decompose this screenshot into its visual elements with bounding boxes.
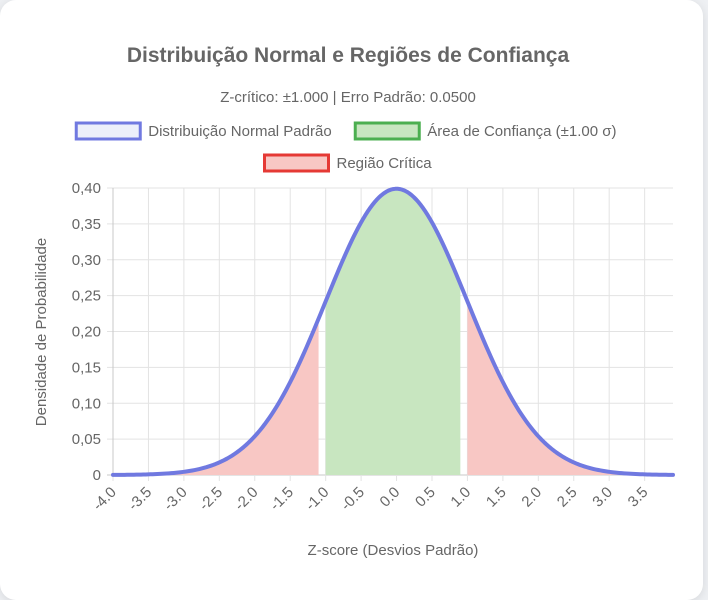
chart-title: Distribuição Normal e Regiões de Confian… xyxy=(127,44,570,67)
legend-item[interactable]: Área de Confiança (±1.00 σ) xyxy=(353,121,617,141)
curve-layer xyxy=(111,186,675,477)
y-tick-label: 0,25 xyxy=(72,288,101,305)
x-tick-label: 0.5 xyxy=(412,484,439,511)
y-axis-label: Densidade de Probabilidade xyxy=(33,238,50,426)
y-tick-label: 0,05 xyxy=(72,431,101,448)
legend-item[interactable]: Distribuição Normal Padrão xyxy=(74,121,332,141)
legend-label: Região Crítica xyxy=(337,155,433,172)
legend: Distribuição Normal Padrão Área de Confia… xyxy=(74,121,617,173)
legend-swatch xyxy=(263,153,330,173)
x-tick-label: 0.0 xyxy=(377,484,404,511)
legend-label: Distribuição Normal Padrão xyxy=(148,123,331,140)
x-tick-label: -1.0 xyxy=(302,484,332,514)
x-tick-label: -4.0 xyxy=(90,484,120,514)
x-tick-label: -0.5 xyxy=(338,484,368,514)
y-tick-label: 0,10 xyxy=(72,395,101,412)
x-tick-label: -3.5 xyxy=(125,484,155,514)
x-axis-label: Z-score (Desvios Padrão) xyxy=(308,542,479,559)
y-axis-ticks: 0 0,05 0,10 0,15 0,20 0,25 0,30 0,35 0,40 xyxy=(72,180,101,484)
confidence-area xyxy=(325,188,461,475)
y-tick-label: 0,20 xyxy=(72,324,101,341)
y-tick-label: 0,35 xyxy=(72,216,101,233)
y-tick-label: 0,40 xyxy=(72,180,101,197)
legend-label: Área de Confiança (±1.00 σ) xyxy=(427,123,616,140)
x-tick-label: 3.5 xyxy=(625,484,652,511)
legend-item[interactable]: Região Crítica xyxy=(263,153,433,173)
legend-swatch xyxy=(74,121,142,141)
x-tick-label: 2.0 xyxy=(518,484,545,511)
normal-distribution-curve xyxy=(111,186,675,477)
chart-subtitle: Z-crítico: ±1.000 | Erro Padrão: 0.0500 xyxy=(220,89,476,106)
x-tick-label: -3.0 xyxy=(160,484,190,514)
legend-swatch xyxy=(353,121,421,141)
critical-region-area xyxy=(467,301,673,475)
x-tick-label: 3.0 xyxy=(589,484,616,511)
x-tick-label: 1.5 xyxy=(483,484,510,511)
x-axis-ticks: -4.0 -3.5 -3.0 -2.5 -2.0 -1.5 -1.0 -0.5 0.0 0.5 1.… xyxy=(90,484,652,514)
area-layer xyxy=(113,188,673,475)
y-tick-label: 0 xyxy=(93,467,101,484)
y-tick-label: 0,15 xyxy=(72,359,101,376)
x-tick-label: -1.5 xyxy=(267,484,297,514)
x-tick-label: -2.0 xyxy=(231,484,261,514)
y-tick-label: 0,30 xyxy=(72,252,101,269)
x-tick-label: 2.5 xyxy=(554,484,581,511)
x-tick-label: -2.5 xyxy=(196,484,226,514)
x-tick-label: 1.0 xyxy=(447,484,474,511)
critical-region-area xyxy=(113,318,319,475)
